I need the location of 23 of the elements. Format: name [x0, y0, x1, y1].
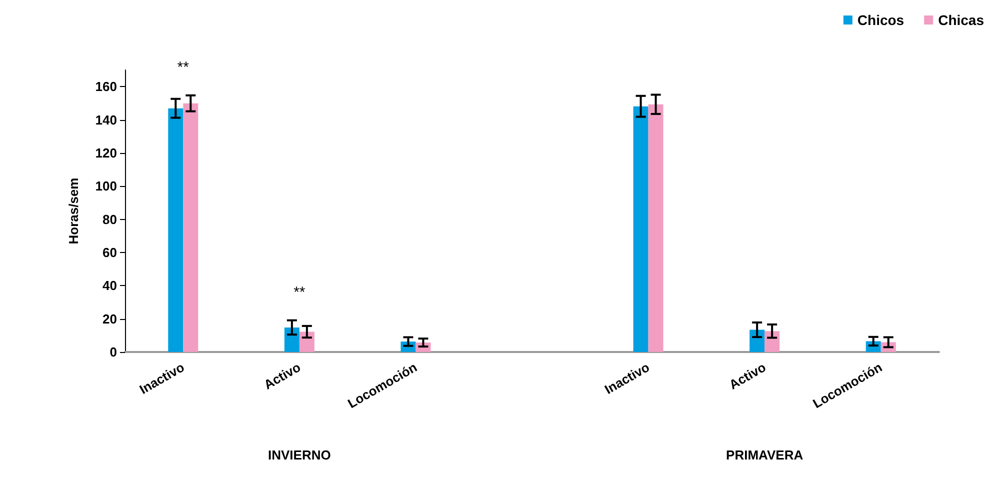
y-tick-label: 40	[102, 278, 117, 294]
annotation: **	[177, 58, 190, 76]
text: INVIERNO	[268, 448, 331, 462]
legend-label: Chicos	[857, 12, 904, 28]
bar	[633, 106, 648, 352]
y-tick-label: 0	[110, 344, 117, 360]
y-tick-label: 140	[95, 112, 117, 128]
y-tick-label: 20	[102, 311, 117, 326]
annotation: **	[294, 284, 306, 301]
text: PRIMAVERA	[726, 448, 804, 462]
bar	[183, 103, 198, 352]
bar	[168, 108, 184, 352]
bar	[764, 331, 780, 352]
y-axis-title: Horas/sem	[66, 178, 81, 244]
y-tick-label: 60	[102, 244, 117, 260]
bar	[648, 104, 664, 352]
bar	[299, 332, 314, 352]
y-tick-label: 80	[102, 212, 117, 227]
y-tick-label: 160	[95, 79, 117, 94]
y-tick-label: 120	[95, 145, 117, 160]
legend-label: Chicas	[938, 12, 984, 28]
bar	[284, 327, 300, 352]
y-tick-label: 100	[95, 178, 117, 194]
